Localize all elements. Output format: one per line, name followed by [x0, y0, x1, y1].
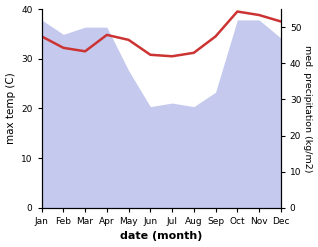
Y-axis label: med. precipitation (kg/m2): med. precipitation (kg/m2) [303, 45, 313, 172]
X-axis label: date (month): date (month) [120, 231, 203, 242]
Y-axis label: max temp (C): max temp (C) [5, 73, 16, 144]
